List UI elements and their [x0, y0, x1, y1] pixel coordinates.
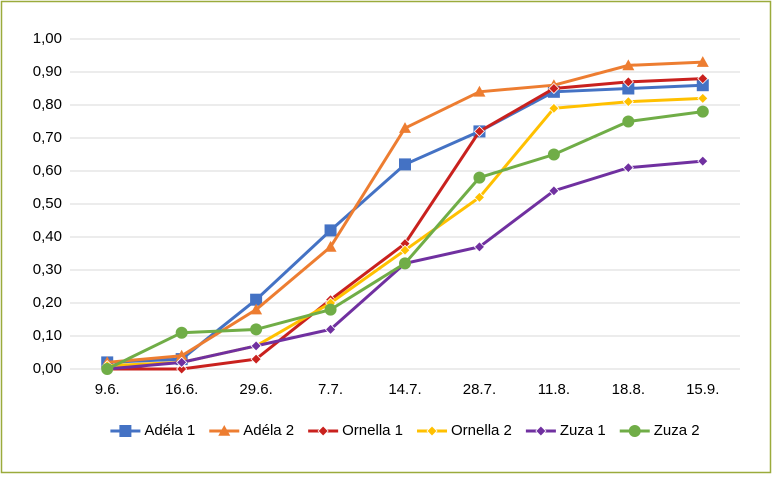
marker	[175, 349, 188, 361]
legend-label: Ornella 1	[342, 422, 403, 439]
marker	[696, 79, 709, 92]
marker	[399, 122, 411, 133]
marker	[473, 171, 486, 184]
y-tick-label: 0,30	[33, 261, 62, 278]
marker	[250, 323, 263, 336]
legend-label: Adéla 2	[243, 422, 294, 439]
x-tick-label: 9.6.	[95, 381, 120, 398]
x-tick-label: 14.7.	[388, 381, 421, 398]
marker	[473, 241, 486, 253]
marker	[119, 425, 132, 437]
marker	[101, 363, 114, 375]
x-tick-label: 7.7.	[318, 381, 343, 398]
marker	[176, 363, 188, 375]
marker	[250, 353, 262, 365]
marker	[324, 303, 337, 316]
x-tick-label: 11.8.	[538, 381, 570, 398]
marker	[317, 425, 329, 437]
marker	[548, 82, 560, 95]
y-tick-label: 0,80	[33, 96, 62, 113]
y-tick-label: 0,20	[33, 294, 62, 311]
marker	[399, 158, 411, 171]
marker	[628, 425, 641, 437]
y-tick-label: 0,70	[33, 129, 62, 146]
marker	[622, 96, 634, 108]
marker	[399, 257, 411, 270]
marker	[622, 76, 634, 88]
marker	[324, 323, 337, 335]
marker	[547, 148, 560, 161]
marker	[622, 162, 634, 174]
marker	[696, 56, 709, 67]
legend-label: Zuza 2	[654, 422, 700, 439]
legend-label: Adéla 1	[144, 422, 195, 439]
marker	[473, 125, 486, 137]
marker	[473, 85, 486, 97]
y-tick-label: 0,90	[33, 63, 62, 80]
x-tick-label: 18.8.	[612, 381, 645, 398]
x-tick-label: 16.6.	[165, 381, 198, 398]
legend-label: Zuza 1	[560, 422, 606, 439]
marker	[622, 115, 635, 128]
marker	[250, 340, 262, 352]
marker	[399, 244, 411, 256]
y-tick-label: 0,50	[33, 195, 62, 212]
x-tick-label: 15.9.	[686, 381, 719, 398]
legend-label: Ornella 2	[451, 422, 512, 439]
y-tick-label: 0,10	[33, 327, 62, 344]
marker	[473, 191, 486, 203]
marker	[622, 59, 635, 71]
marker	[548, 102, 560, 114]
y-tick-label: 0,60	[33, 162, 62, 179]
marker	[697, 92, 709, 104]
x-tick-label: 28.7.	[463, 381, 496, 398]
y-tick-label: 1,00	[33, 30, 62, 47]
marker	[697, 155, 709, 167]
marker	[175, 326, 188, 339]
y-tick-label: 0,00	[33, 360, 62, 377]
marker	[250, 293, 263, 306]
marker	[324, 224, 337, 237]
marker	[622, 82, 635, 95]
marker	[426, 425, 438, 437]
marker	[250, 303, 263, 315]
marker	[697, 73, 709, 85]
marker	[176, 356, 188, 368]
marker	[324, 240, 337, 252]
marker	[535, 425, 547, 437]
marker	[218, 425, 231, 436]
y-tick-label: 0,40	[33, 228, 62, 245]
marker	[548, 185, 560, 197]
x-tick-label: 29.6.	[239, 381, 272, 398]
marker	[696, 105, 709, 118]
